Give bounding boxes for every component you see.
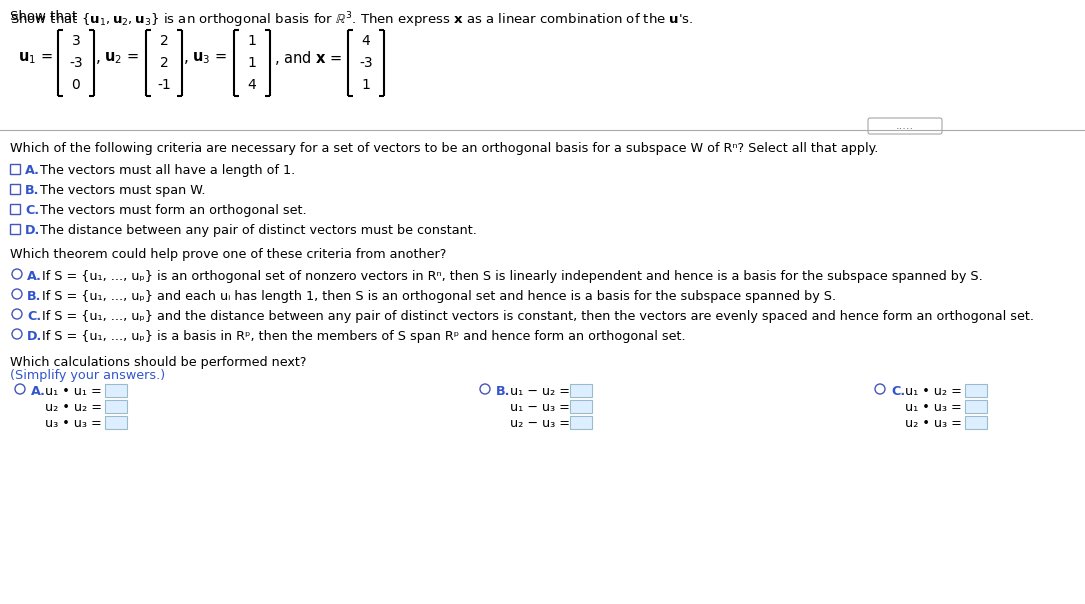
Text: u₁ • u₁ =: u₁ • u₁ = bbox=[44, 385, 102, 398]
Text: ,: , bbox=[95, 51, 101, 65]
Text: If S = {u₁, ..., uₚ} is an orthogonal set of nonzero vectors in Rⁿ, then S is li: If S = {u₁, ..., uₚ} is an orthogonal se… bbox=[42, 270, 983, 283]
Text: If S = {u₁, ..., uₚ} is a basis in Rᵖ, then the members of S span Rᵖ and hence f: If S = {u₁, ..., uₚ} is a basis in Rᵖ, t… bbox=[42, 330, 686, 343]
Bar bbox=[10, 204, 20, 214]
Text: C.: C. bbox=[27, 310, 41, 323]
Text: 3: 3 bbox=[72, 34, 80, 48]
Text: , and $\mathbf{x}$ =: , and $\mathbf{x}$ = bbox=[275, 49, 342, 67]
Circle shape bbox=[12, 329, 22, 339]
Text: u₁ • u₃ =: u₁ • u₃ = bbox=[905, 401, 961, 414]
Text: .....: ..... bbox=[896, 121, 914, 131]
Bar bbox=[10, 164, 20, 174]
Text: Which theorem could help prove one of these criteria from another?: Which theorem could help prove one of th… bbox=[10, 248, 446, 261]
Text: The vectors must span W.: The vectors must span W. bbox=[40, 184, 205, 197]
Bar bbox=[10, 184, 20, 194]
Text: The distance between any pair of distinct vectors must be constant.: The distance between any pair of distinc… bbox=[40, 224, 477, 237]
Text: -1: -1 bbox=[157, 78, 170, 92]
Text: 1: 1 bbox=[247, 34, 256, 48]
Text: u₁ − u₃ =: u₁ − u₃ = bbox=[510, 401, 570, 414]
Text: D.: D. bbox=[25, 224, 40, 237]
Text: u₁ − u₂ =: u₁ − u₂ = bbox=[510, 385, 570, 398]
Bar bbox=[965, 416, 987, 429]
Text: u₂ • u₃ =: u₂ • u₃ = bbox=[905, 417, 962, 430]
Text: If S = {u₁, ..., uₚ} and each uᵢ has length 1, then S is an orthogonal set and h: If S = {u₁, ..., uₚ} and each uᵢ has len… bbox=[42, 290, 837, 303]
Bar bbox=[105, 384, 127, 397]
Text: 4: 4 bbox=[247, 78, 256, 92]
Text: C.: C. bbox=[25, 204, 39, 217]
Text: If S = {u₁, ..., uₚ} and the distance between any pair of distinct vectors is co: If S = {u₁, ..., uₚ} and the distance be… bbox=[42, 310, 1034, 323]
Bar bbox=[105, 416, 127, 429]
Text: $\mathbf{u}_3$ =: $\mathbf{u}_3$ = bbox=[192, 50, 227, 66]
Circle shape bbox=[15, 384, 25, 394]
Text: u₁ • u₂ =: u₁ • u₂ = bbox=[905, 385, 962, 398]
Text: B.: B. bbox=[496, 385, 510, 398]
Text: (Simplify your answers.): (Simplify your answers.) bbox=[10, 369, 165, 382]
Text: 1: 1 bbox=[361, 78, 370, 92]
Text: 2: 2 bbox=[159, 34, 168, 48]
Circle shape bbox=[480, 384, 490, 394]
Text: $\mathbf{u}_1$ =: $\mathbf{u}_1$ = bbox=[18, 50, 53, 66]
Text: -3: -3 bbox=[359, 56, 373, 70]
Text: 1: 1 bbox=[247, 56, 256, 70]
Text: The vectors must all have a length of 1.: The vectors must all have a length of 1. bbox=[40, 164, 295, 177]
Text: $\mathbf{u}_2$ =: $\mathbf{u}_2$ = bbox=[104, 50, 139, 66]
Text: B.: B. bbox=[25, 184, 39, 197]
Circle shape bbox=[875, 384, 885, 394]
Text: -3: -3 bbox=[69, 56, 82, 70]
Text: Which calculations should be performed next?: Which calculations should be performed n… bbox=[10, 356, 306, 369]
Text: The vectors must form an orthogonal set.: The vectors must form an orthogonal set. bbox=[40, 204, 307, 217]
Text: B.: B. bbox=[27, 290, 41, 303]
Text: Show that: Show that bbox=[10, 10, 81, 23]
Text: 0: 0 bbox=[72, 78, 80, 92]
Text: A.: A. bbox=[27, 270, 42, 283]
Bar bbox=[570, 400, 592, 413]
Text: C.: C. bbox=[891, 385, 905, 398]
Text: 2: 2 bbox=[159, 56, 168, 70]
Bar bbox=[105, 400, 127, 413]
Text: Which of the following criteria are necessary for a set of vectors to be an orth: Which of the following criteria are nece… bbox=[10, 142, 879, 155]
Circle shape bbox=[12, 269, 22, 279]
Bar bbox=[10, 224, 20, 234]
Bar bbox=[965, 384, 987, 397]
Text: 4: 4 bbox=[361, 34, 370, 48]
Text: Show that $\{$$\mathbf{u}_1, \mathbf{u}_2, \mathbf{u}_3\}$ is an orthogonal basi: Show that $\{$$\mathbf{u}_1, \mathbf{u}_… bbox=[10, 10, 693, 30]
Circle shape bbox=[12, 289, 22, 299]
Circle shape bbox=[12, 309, 22, 319]
Text: u₃ • u₃ =: u₃ • u₃ = bbox=[44, 417, 102, 430]
Text: D.: D. bbox=[27, 330, 42, 343]
Text: A.: A. bbox=[31, 385, 46, 398]
FancyBboxPatch shape bbox=[868, 118, 942, 134]
Bar bbox=[570, 416, 592, 429]
Text: u₂ − u₃ =: u₂ − u₃ = bbox=[510, 417, 570, 430]
Text: ,: , bbox=[184, 51, 189, 65]
Text: A.: A. bbox=[25, 164, 40, 177]
Bar bbox=[570, 384, 592, 397]
Bar bbox=[965, 400, 987, 413]
Text: u₂ • u₂ =: u₂ • u₂ = bbox=[44, 401, 102, 414]
